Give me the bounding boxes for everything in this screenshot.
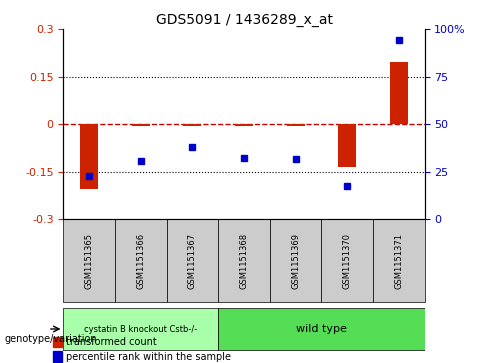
FancyBboxPatch shape [218, 307, 425, 350]
FancyBboxPatch shape [63, 219, 115, 302]
Bar [390, 62, 408, 124]
Bar [53, 337, 62, 347]
Text: GSM1151367: GSM1151367 [188, 233, 197, 289]
FancyBboxPatch shape [63, 307, 218, 350]
FancyBboxPatch shape [322, 219, 373, 302]
Text: GSM1151368: GSM1151368 [240, 233, 248, 289]
Text: cystatin B knockout Cstb-/-: cystatin B knockout Cstb-/- [84, 325, 198, 334]
Bar [235, 124, 253, 126]
Text: GSM1151371: GSM1151371 [394, 233, 403, 289]
Text: transformed count: transformed count [66, 337, 157, 347]
FancyBboxPatch shape [373, 219, 425, 302]
Text: genotype/variation: genotype/variation [5, 334, 98, 344]
FancyBboxPatch shape [270, 219, 322, 302]
Bar [286, 124, 305, 126]
Text: percentile rank within the sample: percentile rank within the sample [66, 352, 231, 362]
Text: GSM1151365: GSM1151365 [85, 233, 94, 289]
Bar [338, 124, 356, 167]
Text: GSM1151366: GSM1151366 [136, 233, 145, 289]
Bar [132, 124, 150, 126]
Text: wild type: wild type [296, 324, 347, 334]
Bar [183, 124, 202, 126]
FancyBboxPatch shape [115, 219, 166, 302]
Bar [53, 351, 62, 362]
Text: GSM1151370: GSM1151370 [343, 233, 352, 289]
Title: GDS5091 / 1436289_x_at: GDS5091 / 1436289_x_at [156, 13, 332, 26]
FancyBboxPatch shape [166, 219, 218, 302]
FancyBboxPatch shape [218, 219, 270, 302]
Bar [80, 124, 98, 189]
Text: GSM1151369: GSM1151369 [291, 233, 300, 289]
